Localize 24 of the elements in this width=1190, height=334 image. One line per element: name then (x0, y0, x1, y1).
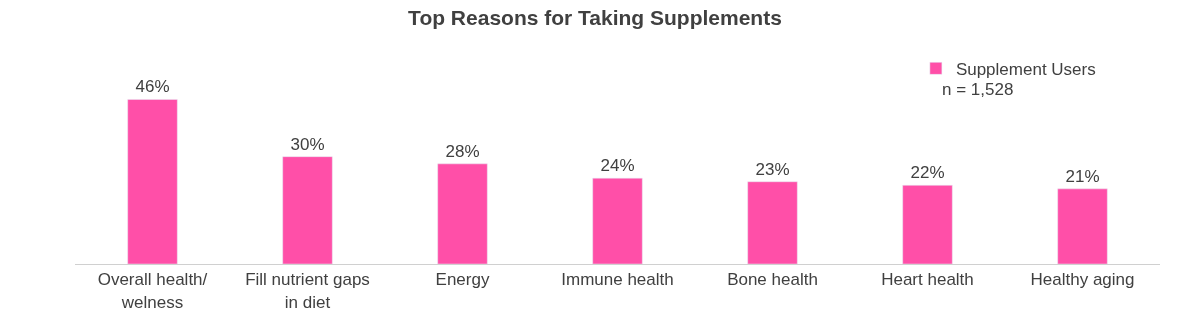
data-label: 21% (1065, 166, 1100, 186)
data-label: 28% (445, 141, 480, 161)
bar (127, 99, 178, 264)
x-tick-label: Immune health (561, 270, 674, 290)
data-label: 46% (135, 77, 170, 97)
x-tick-label: Fill nutrient gaps in diet (245, 270, 370, 312)
chart-title: Top Reasons for Taking Supplements (408, 5, 782, 29)
x-tick-label: Healthy aging (1030, 270, 1135, 290)
x-tick-label: Overall health/ welness (97, 270, 208, 312)
bar (747, 181, 798, 264)
x-tick-label: Bone health (727, 270, 818, 290)
data-label: 30% (290, 134, 325, 154)
data-label: 24% (600, 156, 635, 176)
legend-label: Supplement Users (955, 60, 1096, 79)
text: n = 1,528 (942, 80, 1014, 99)
x-tick-label: Energy (435, 270, 490, 290)
bar (282, 156, 333, 264)
data-label: 23% (755, 159, 790, 179)
bar (1057, 188, 1108, 264)
bar (592, 177, 643, 264)
bar (902, 185, 953, 264)
data-label: 22% (910, 163, 945, 183)
bar (437, 163, 488, 264)
x-tick-label: Heart health (881, 270, 974, 290)
